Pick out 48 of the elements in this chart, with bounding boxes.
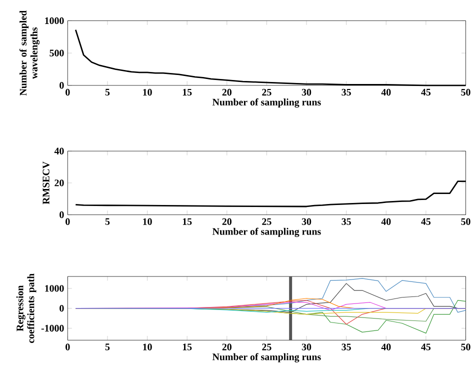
x-tick-label: 20 bbox=[222, 218, 232, 225]
x-tick-label: 5 bbox=[105, 88, 110, 96]
x-tick-label: 45 bbox=[421, 218, 431, 225]
y-tick-label: 0 bbox=[60, 211, 64, 218]
x-tick-label: 50 bbox=[461, 88, 470, 96]
x-tick-label: 0 bbox=[66, 88, 70, 96]
x-tick-label: 5 bbox=[105, 218, 110, 225]
y-tick-label: 1000 bbox=[45, 285, 64, 292]
y-tick-label: 40 bbox=[54, 148, 64, 154]
x-tick-label: 30 bbox=[302, 218, 312, 225]
x-axis-title: Number of sampling runs bbox=[212, 228, 321, 237]
x-axis-title: Number of sampling runs bbox=[212, 353, 321, 362]
y-axis-title: Number of sampled wavelengths bbox=[19, 10, 40, 96]
x-tick-label: 40 bbox=[381, 88, 391, 96]
x-tick-label: 5 bbox=[105, 344, 110, 350]
y-tick-label: 0 bbox=[60, 304, 64, 312]
x-tick-label: 30 bbox=[302, 344, 312, 350]
x-tick-label: 20 bbox=[222, 88, 232, 96]
x-tick-label: 0 bbox=[66, 344, 70, 350]
x-tick-label: 45 bbox=[421, 88, 431, 96]
x-tick-label: 50 bbox=[461, 344, 470, 350]
x-tick-label: 30 bbox=[302, 88, 312, 96]
x-tick-label: 15 bbox=[182, 218, 192, 225]
y-tick-label: 1000 bbox=[45, 17, 64, 24]
y-tick-label: 20 bbox=[54, 180, 64, 186]
y-tick-label: 500 bbox=[50, 50, 64, 56]
x-tick-label: 50 bbox=[461, 218, 470, 225]
x-tick-label: 45 bbox=[421, 344, 431, 350]
x-tick-label: 40 bbox=[381, 218, 391, 225]
x-axis-title: Number of sampling runs bbox=[212, 98, 321, 108]
x-tick-label: 25 bbox=[262, 344, 272, 350]
x-tick-label: 15 bbox=[182, 344, 192, 350]
x-tick-label: 40 bbox=[381, 344, 391, 350]
x-tick-label: 10 bbox=[143, 344, 152, 350]
y-tick-label: 0 bbox=[60, 82, 64, 89]
x-tick-label: 10 bbox=[143, 88, 152, 96]
x-tick-label: 20 bbox=[222, 344, 232, 350]
y-axis-title: Regression coefficients path bbox=[16, 274, 36, 343]
x-tick-label: 15 bbox=[182, 88, 192, 96]
y-tick-label: -1000 bbox=[41, 324, 64, 332]
x-tick-label: 0 bbox=[66, 218, 70, 225]
x-tick-label: 25 bbox=[262, 88, 272, 96]
x-tick-label: 25 bbox=[262, 218, 272, 225]
x-tick-label: 35 bbox=[342, 218, 351, 225]
x-tick-label: 35 bbox=[342, 88, 351, 96]
x-tick-label: 10 bbox=[143, 218, 152, 225]
x-tick-label: 35 bbox=[342, 344, 351, 350]
y-axis-title: RMSECV bbox=[42, 162, 50, 204]
